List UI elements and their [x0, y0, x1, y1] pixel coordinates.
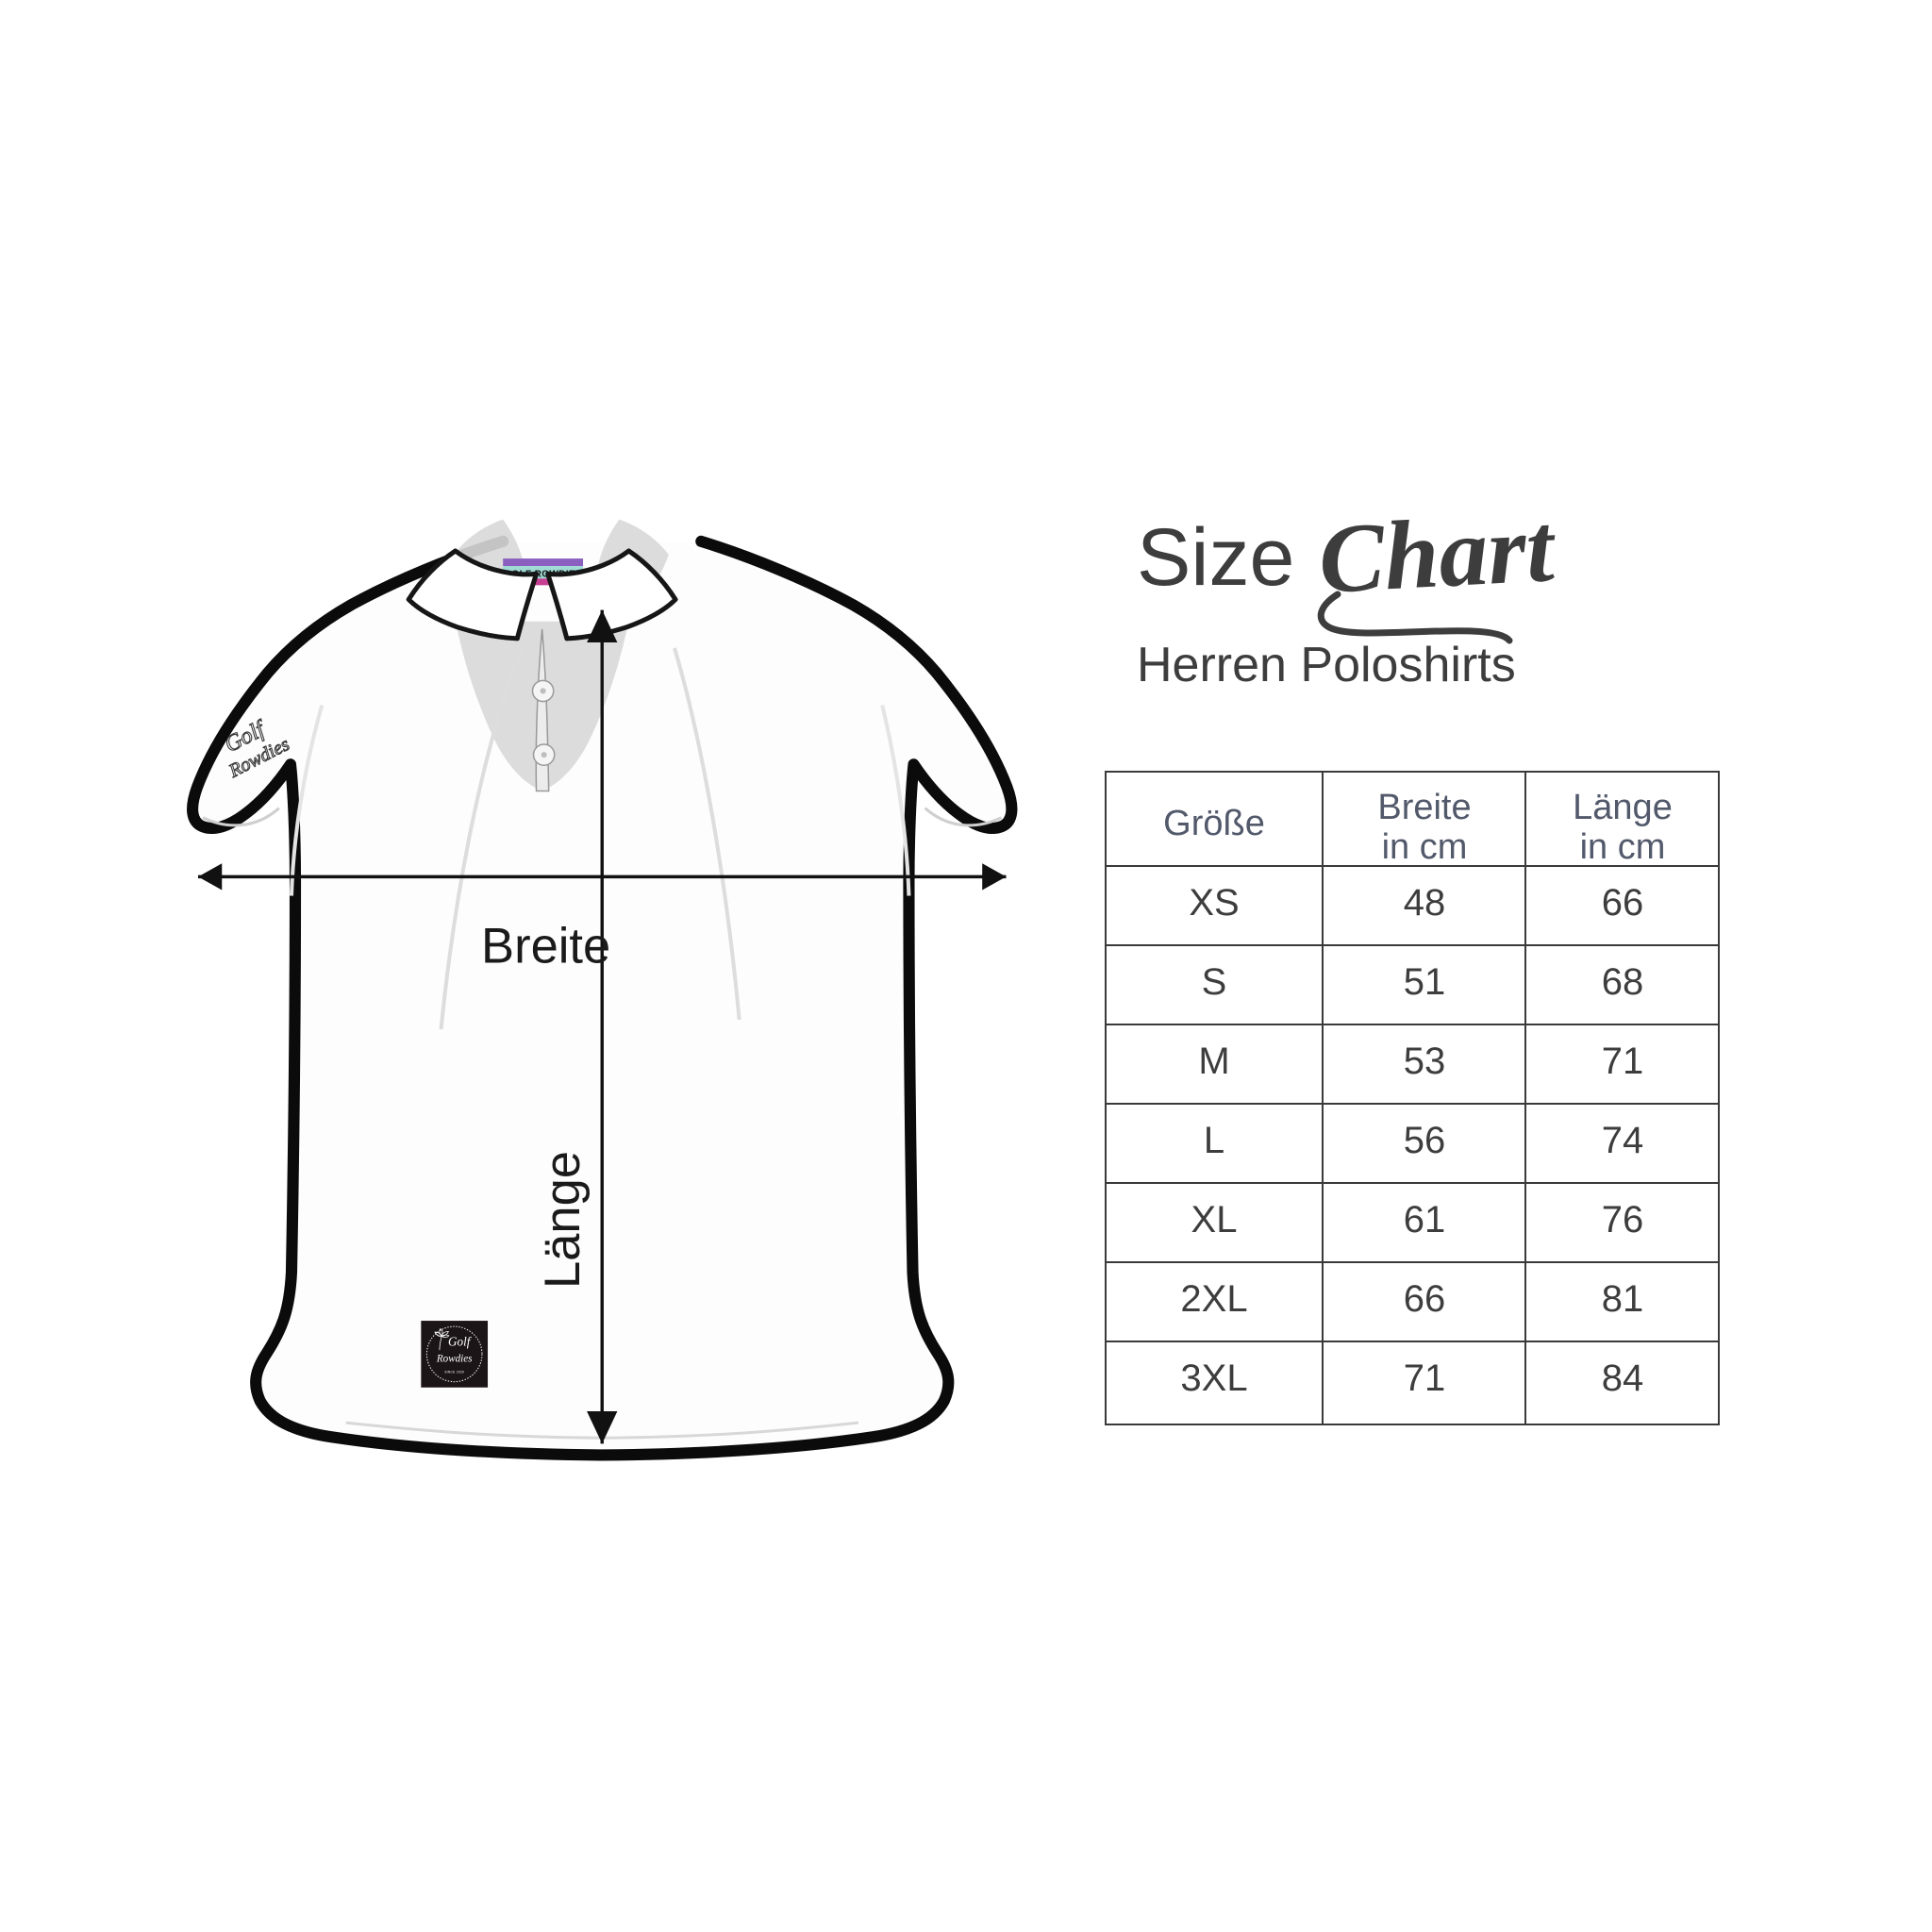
svg-text:76: 76	[1602, 1199, 1644, 1241]
svg-text:Size: Size	[1137, 512, 1294, 603]
svg-text:Breite: Breite	[481, 918, 610, 974]
svg-text:M: M	[1198, 1041, 1229, 1082]
svg-text:81: 81	[1602, 1278, 1644, 1320]
svg-text:61: 61	[1404, 1199, 1446, 1241]
svg-text:XS: XS	[1189, 882, 1239, 924]
svg-text:S: S	[1202, 961, 1227, 1003]
svg-text:in cm: in cm	[1382, 827, 1468, 867]
svg-text:in cm: in cm	[1580, 827, 1666, 867]
svg-text:Chart: Chart	[1316, 493, 1558, 614]
svg-text:3XL: 3XL	[1180, 1357, 1247, 1399]
svg-text:L: L	[1204, 1120, 1224, 1161]
svg-text:56: 56	[1404, 1120, 1446, 1161]
svg-text:XL: XL	[1191, 1199, 1238, 1241]
svg-text:Herren Poloshirts: Herren Poloshirts	[1137, 638, 1516, 692]
svg-text:74: 74	[1602, 1120, 1644, 1161]
svg-text:51: 51	[1404, 961, 1446, 1003]
svg-text:Größe: Größe	[1163, 804, 1265, 843]
svg-text:Länge: Länge	[535, 1151, 591, 1289]
svg-text:Länge: Länge	[1573, 788, 1673, 827]
svg-text:66: 66	[1602, 882, 1644, 924]
svg-text:71: 71	[1602, 1041, 1644, 1082]
svg-text:84: 84	[1602, 1357, 1644, 1399]
svg-text:68: 68	[1602, 961, 1644, 1003]
svg-text:53: 53	[1404, 1041, 1446, 1082]
svg-text:71: 71	[1404, 1357, 1446, 1399]
svg-text:2XL: 2XL	[1180, 1278, 1247, 1320]
svg-text:Breite: Breite	[1377, 788, 1471, 827]
svg-text:66: 66	[1404, 1278, 1446, 1320]
svg-text:SINCE 2020: SINCE 2020	[444, 1371, 464, 1374]
svg-text:Golf: Golf	[448, 1334, 473, 1348]
svg-text:48: 48	[1404, 882, 1446, 924]
svg-text:Rowdies: Rowdies	[436, 1353, 473, 1364]
